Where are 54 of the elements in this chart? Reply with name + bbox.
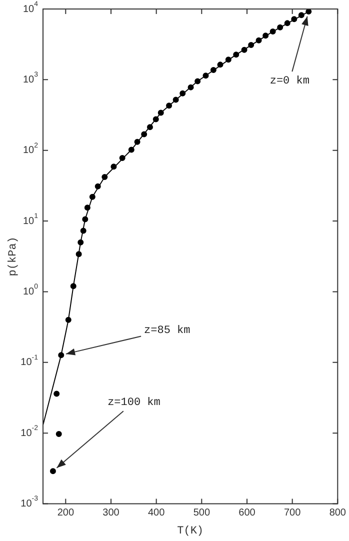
x-tick-label: 800 bbox=[329, 508, 346, 519]
point bbox=[210, 67, 216, 74]
point bbox=[146, 124, 153, 130]
point bbox=[225, 56, 232, 63]
x-tick-label: 200 bbox=[57, 508, 74, 519]
point bbox=[277, 24, 284, 30]
point bbox=[188, 84, 194, 90]
point bbox=[70, 283, 76, 290]
point bbox=[194, 78, 201, 84]
point bbox=[78, 239, 84, 246]
point bbox=[56, 431, 62, 438]
point bbox=[134, 138, 140, 145]
point bbox=[202, 72, 209, 79]
point bbox=[233, 52, 240, 58]
x-tick-label: 600 bbox=[238, 508, 256, 519]
point bbox=[306, 9, 312, 15]
point bbox=[270, 28, 276, 35]
annotation: z=100 km bbox=[108, 397, 161, 410]
point bbox=[262, 32, 269, 39]
point bbox=[284, 20, 290, 26]
point bbox=[50, 468, 56, 474]
x-tick-label: 700 bbox=[284, 508, 302, 519]
point bbox=[152, 116, 159, 122]
point bbox=[166, 102, 172, 109]
point bbox=[180, 90, 186, 96]
point bbox=[65, 316, 72, 323]
point bbox=[94, 183, 101, 190]
point bbox=[58, 352, 64, 358]
annotation: z=85 km bbox=[144, 324, 191, 337]
point bbox=[128, 146, 134, 153]
point bbox=[80, 228, 86, 234]
point bbox=[248, 42, 254, 48]
point bbox=[84, 204, 90, 211]
point bbox=[102, 174, 108, 180]
x-axis-title: T(K) bbox=[177, 525, 204, 538]
x-tick-label: 400 bbox=[148, 508, 166, 519]
point bbox=[141, 131, 148, 138]
point bbox=[158, 110, 164, 116]
point bbox=[82, 216, 88, 222]
point bbox=[89, 194, 96, 200]
annotation: z=0 km bbox=[270, 75, 310, 88]
point bbox=[119, 155, 126, 161]
x-tick-label: 500 bbox=[193, 508, 210, 519]
point bbox=[172, 96, 179, 103]
point bbox=[256, 37, 262, 44]
point bbox=[291, 16, 298, 22]
y-axis-title: p(kPa) bbox=[8, 236, 20, 276]
point bbox=[298, 12, 304, 18]
point bbox=[54, 390, 60, 397]
point bbox=[76, 251, 82, 258]
point bbox=[217, 62, 224, 68]
x-tick-label: 300 bbox=[102, 508, 120, 519]
point bbox=[241, 46, 248, 53]
point bbox=[110, 164, 117, 170]
